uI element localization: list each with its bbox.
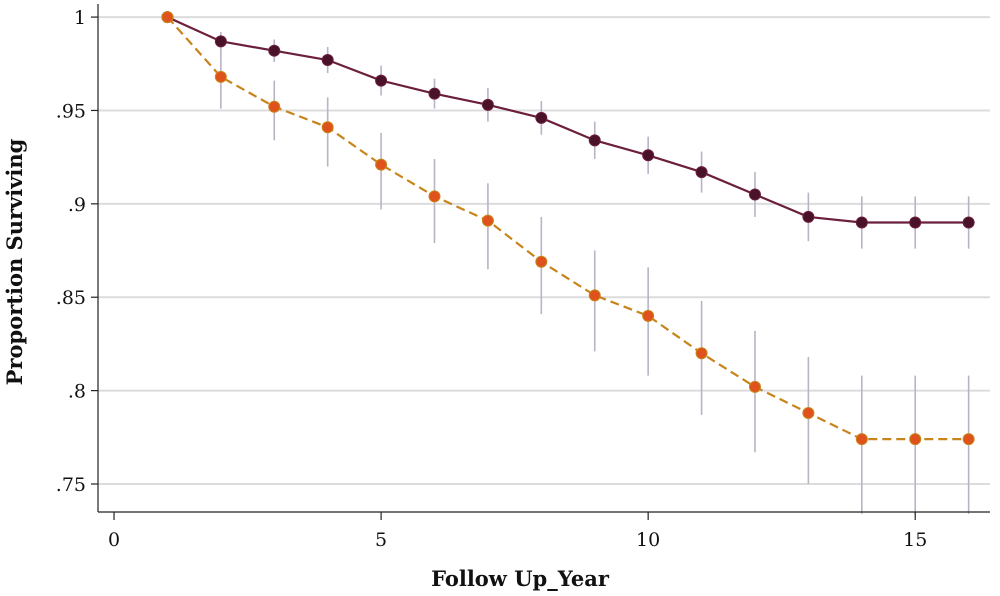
data-point-series-2 xyxy=(642,309,655,322)
data-point-series-1 xyxy=(695,166,708,179)
series-markers xyxy=(161,11,975,446)
data-point-series-2 xyxy=(161,11,174,24)
data-point-series-2 xyxy=(321,121,334,134)
data-point-series-2 xyxy=(214,70,227,83)
data-point-series-2 xyxy=(855,433,868,446)
series-line-2 xyxy=(166,16,969,441)
x-tick-label: 0 xyxy=(108,529,120,551)
y-tick-label: 1 xyxy=(74,7,86,29)
axes xyxy=(97,4,990,513)
y-tick-label: .75 xyxy=(56,474,86,496)
data-point-series-2 xyxy=(748,380,761,393)
y-axis-title: Proportion Surviving xyxy=(2,138,27,385)
data-point-series-1 xyxy=(748,188,761,201)
data-point-series-1 xyxy=(428,87,441,100)
data-point-series-2 xyxy=(535,255,548,268)
x-ticks: 0 5 10 15 xyxy=(108,512,927,551)
y-tick-label: .85 xyxy=(56,287,86,309)
data-point-series-1 xyxy=(375,74,388,87)
y-ticks: 1 .95 .9 .85 .8 .75 xyxy=(56,7,98,496)
data-point-series-2 xyxy=(588,289,601,302)
gridlines xyxy=(98,16,990,485)
data-point-series-1 xyxy=(535,111,548,124)
series-line-1 xyxy=(166,16,969,224)
data-point-series-1 xyxy=(909,216,922,229)
data-point-series-1 xyxy=(588,134,601,147)
data-point-series-2 xyxy=(268,100,281,113)
data-point-series-2 xyxy=(962,433,975,446)
data-point-series-1 xyxy=(321,54,334,67)
x-tick-label: 5 xyxy=(375,529,387,551)
data-point-series-1 xyxy=(481,98,494,111)
data-point-series-2 xyxy=(695,347,708,360)
y-tick-label: .8 xyxy=(68,381,86,403)
x-tick-label: 15 xyxy=(903,529,927,551)
y-tick-label: .9 xyxy=(68,194,86,216)
data-point-series-2 xyxy=(909,433,922,446)
data-point-series-1 xyxy=(802,210,815,223)
data-point-series-2 xyxy=(375,158,388,171)
data-point-series-1 xyxy=(642,149,655,162)
data-point-series-2 xyxy=(802,407,815,420)
series-lines xyxy=(166,16,969,441)
data-point-series-2 xyxy=(428,190,441,203)
x-tick-label: 10 xyxy=(636,529,660,551)
data-point-series-1 xyxy=(214,35,227,48)
x-axis-title: Follow Up_Year xyxy=(431,566,610,591)
data-point-series-1 xyxy=(962,216,975,229)
data-point-series-2 xyxy=(481,214,494,227)
data-point-series-1 xyxy=(268,44,281,57)
data-point-series-1 xyxy=(855,216,868,229)
y-tick-label: .95 xyxy=(56,100,86,122)
